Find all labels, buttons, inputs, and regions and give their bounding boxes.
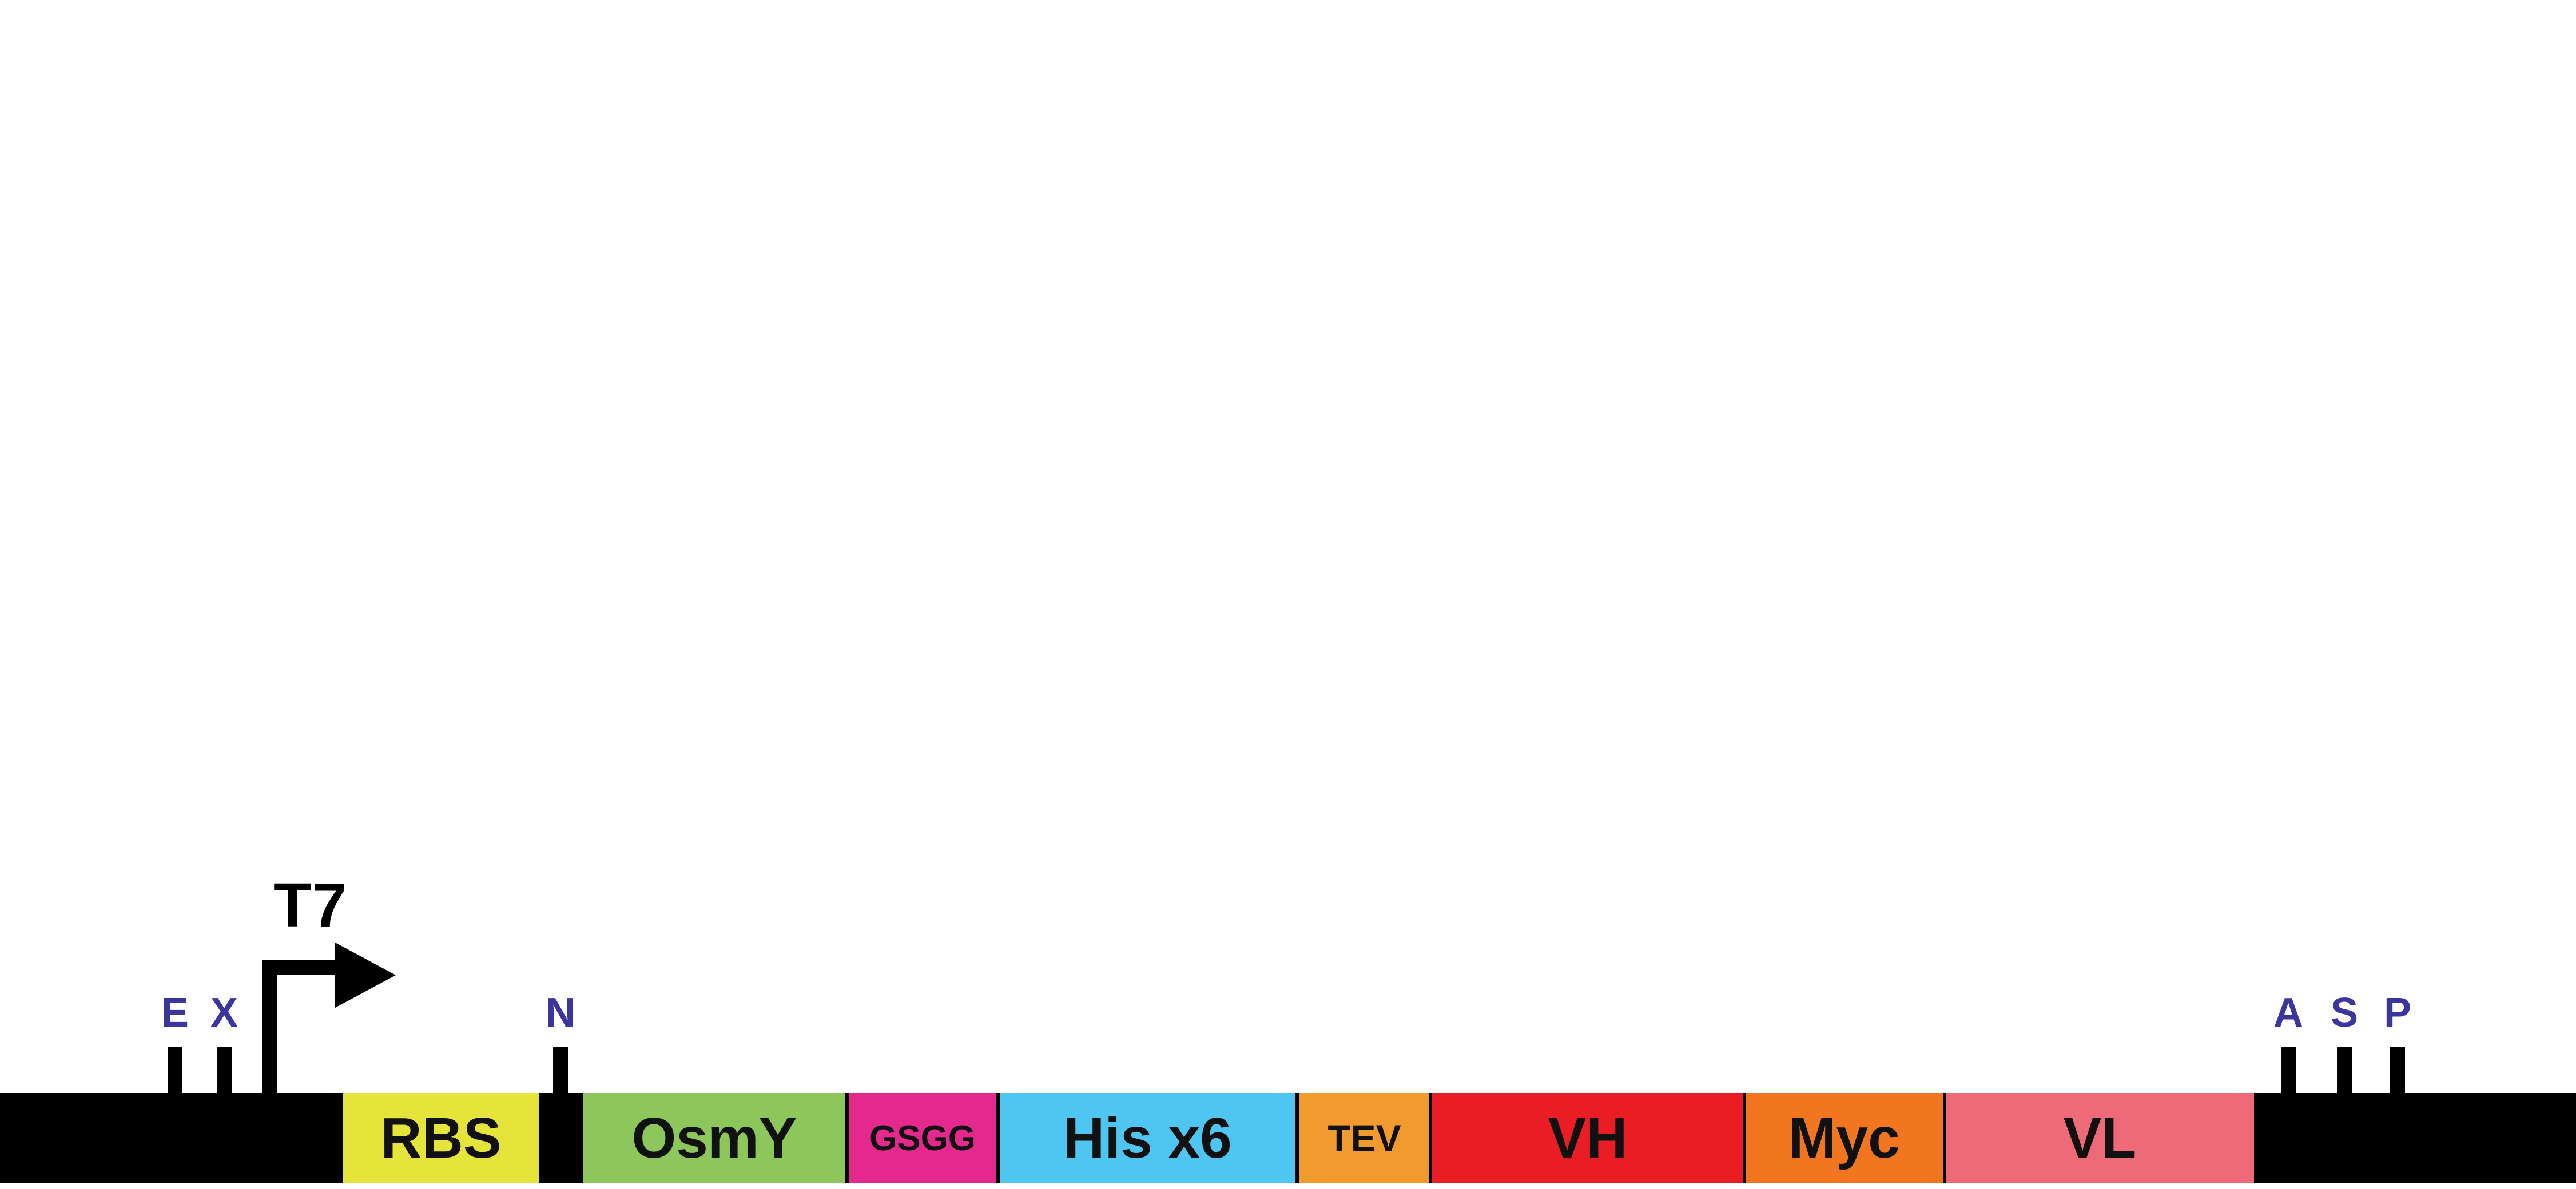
segment-vl: VL (1946, 1093, 2254, 1183)
segment-label-myc: Myc (1788, 1106, 1900, 1170)
site-tick-s (2337, 1047, 2352, 1098)
segment-label-vl: VL (2063, 1106, 2137, 1170)
segment-tev: TEV (1299, 1093, 1429, 1183)
site-label-e: E (161, 990, 189, 1036)
segment-label-vh: VH (1548, 1106, 1628, 1170)
segment-vh: VH (1432, 1093, 1743, 1183)
site-label-x: X (210, 990, 238, 1036)
site-tick-a (2281, 1047, 2296, 1098)
segment-label-his: His x6 (1063, 1106, 1232, 1170)
segment-rbs: RBS (343, 1093, 539, 1183)
segment-label-tev: TEV (1327, 1117, 1401, 1159)
segment-label-rbs: RBS (380, 1106, 502, 1170)
segment-label-gsgg: GSGG (869, 1118, 976, 1158)
site-tick-p (2390, 1047, 2405, 1098)
site-label-a: A (2273, 990, 2303, 1036)
site-tick-e (168, 1047, 182, 1098)
segment-gsgg: GSGG (849, 1093, 996, 1183)
site-label-p: P (2383, 990, 2412, 1036)
segment-myc: Myc (1746, 1093, 1943, 1183)
site-label-s: S (2330, 990, 2359, 1036)
site-tick-n (553, 1047, 568, 1098)
segment-osmy: OsmY (583, 1093, 845, 1183)
segment-label-osmy: OsmY (631, 1106, 797, 1170)
site-tick-x (217, 1047, 232, 1098)
promoter-label: T7 (273, 870, 347, 941)
segment-his: His x6 (1000, 1093, 1295, 1183)
site-label-n: N (546, 990, 575, 1036)
